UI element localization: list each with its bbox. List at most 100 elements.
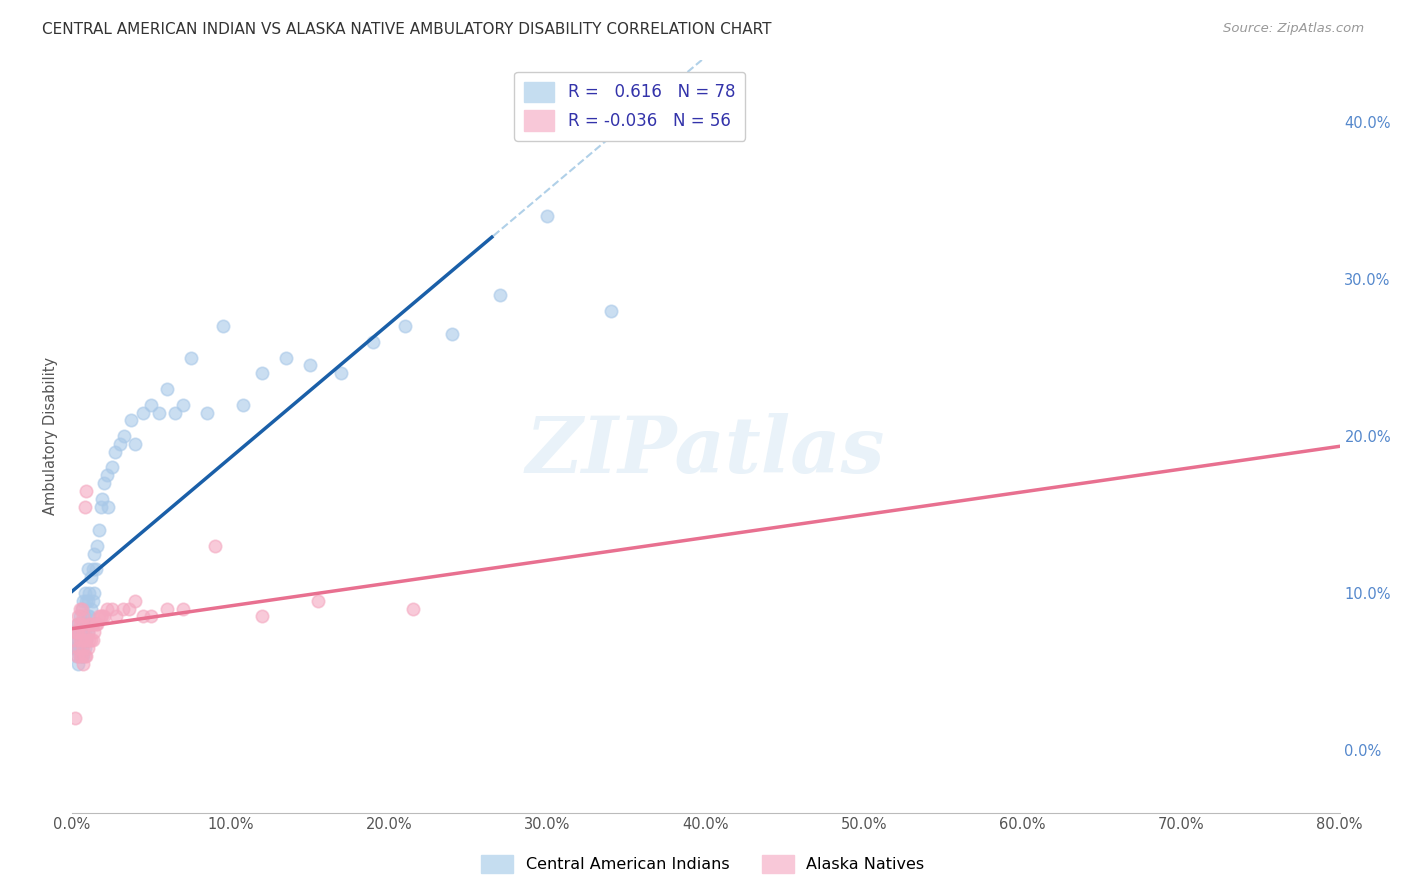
Point: [132, 405, 155, 419]
Point: [82, 617, 104, 632]
Point: [211, 319, 233, 334]
Point: [62, 640, 84, 655]
Point: [83, 586, 105, 600]
Point: [70, 617, 93, 632]
Point: [82, 594, 104, 608]
Point: [76, 594, 98, 608]
Point: [89, 500, 111, 514]
Point: [232, 398, 254, 412]
Point: [76, 562, 98, 576]
Point: [118, 601, 141, 615]
Point: [63, 632, 86, 647]
Point: [79, 586, 101, 600]
Point: [105, 609, 128, 624]
Point: [70, 601, 93, 615]
Point: [76, 609, 98, 624]
Point: [67, 617, 90, 632]
Point: [488, 288, 510, 302]
Point: [89, 609, 111, 624]
Point: [87, 609, 110, 624]
Point: [66, 625, 89, 640]
Point: [83, 547, 105, 561]
Point: [69, 632, 91, 647]
Point: [96, 601, 118, 615]
Point: [72, 625, 94, 640]
Point: [80, 617, 103, 632]
Point: [75, 632, 97, 647]
Point: [84, 617, 107, 632]
Point: [70, 632, 93, 647]
Point: [83, 625, 105, 640]
Point: [96, 468, 118, 483]
Point: [73, 640, 96, 655]
Point: [72, 640, 94, 655]
Point: [307, 594, 329, 608]
Point: [330, 367, 353, 381]
Point: [70, 648, 93, 663]
Point: [79, 609, 101, 624]
Point: [86, 539, 108, 553]
Point: [72, 609, 94, 624]
Point: [93, 476, 115, 491]
Point: [70, 625, 93, 640]
Point: [87, 523, 110, 537]
Point: [73, 632, 96, 647]
Point: [599, 303, 621, 318]
Point: [76, 640, 98, 655]
Point: [124, 437, 146, 451]
Point: [195, 405, 218, 419]
Point: [80, 570, 103, 584]
Text: CENTRAL AMERICAN INDIAN VS ALASKA NATIVE AMBULATORY DISABILITY CORRELATION CHART: CENTRAL AMERICAN INDIAN VS ALASKA NATIVE…: [42, 22, 772, 37]
Y-axis label: Ambulatory Disability: Ambulatory Disability: [44, 357, 58, 516]
Point: [69, 648, 91, 663]
Point: [163, 405, 186, 419]
Legend: R =   0.616   N = 78, R = -0.036   N = 56: R = 0.616 N = 78, R = -0.036 N = 56: [515, 71, 745, 141]
Point: [73, 586, 96, 600]
Point: [67, 609, 90, 624]
Point: [76, 625, 98, 640]
Point: [172, 601, 194, 615]
Point: [70, 601, 93, 615]
Point: [141, 398, 163, 412]
Point: [69, 625, 91, 640]
Point: [112, 429, 135, 443]
Point: [66, 640, 89, 655]
Point: [204, 539, 226, 553]
Point: [79, 617, 101, 632]
Point: [67, 640, 90, 655]
Point: [69, 609, 91, 624]
Point: [75, 594, 97, 608]
Point: [66, 617, 89, 632]
Point: [72, 657, 94, 671]
Point: [73, 609, 96, 624]
Point: [298, 359, 321, 373]
Point: [73, 500, 96, 514]
Text: ZIPatlas: ZIPatlas: [526, 413, 886, 490]
Point: [75, 648, 97, 663]
Point: [91, 491, 114, 506]
Point: [75, 483, 97, 498]
Point: [100, 601, 122, 615]
Point: [70, 648, 93, 663]
Point: [250, 367, 273, 381]
Point: [250, 609, 273, 624]
Point: [70, 640, 93, 655]
Point: [69, 617, 91, 632]
Point: [148, 405, 170, 419]
Point: [73, 625, 96, 640]
Point: [97, 500, 120, 514]
Point: [80, 601, 103, 615]
Point: [63, 632, 86, 647]
Text: Source: ZipAtlas.com: Source: ZipAtlas.com: [1223, 22, 1364, 36]
Point: [91, 609, 114, 624]
Point: [72, 648, 94, 663]
Point: [108, 437, 131, 451]
Point: [67, 632, 90, 647]
Point: [66, 648, 89, 663]
Legend: Central American Indians, Alaska Natives: Central American Indians, Alaska Natives: [475, 848, 931, 880]
Point: [86, 617, 108, 632]
Point: [394, 319, 416, 334]
Point: [69, 648, 91, 663]
Point: [67, 657, 90, 671]
Point: [536, 210, 558, 224]
